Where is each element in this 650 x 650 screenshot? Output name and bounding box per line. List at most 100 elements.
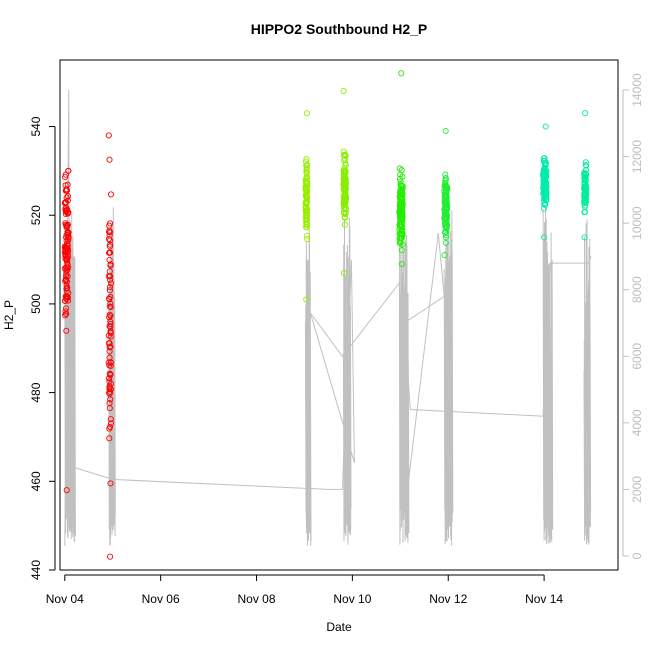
data-point: [541, 157, 548, 164]
data-point: [396, 165, 403, 172]
y-tick-label: 520: [29, 205, 43, 225]
y2-tick-label: 10000: [630, 206, 644, 240]
data-point: [63, 267, 70, 274]
data-point: [106, 243, 113, 250]
data-point: [107, 362, 114, 370]
data-point: [541, 189, 548, 196]
data-point: [303, 155, 310, 163]
data-point: [64, 222, 71, 229]
data-point: [63, 282, 70, 289]
data-point: [105, 132, 112, 139]
data-point: [303, 194, 311, 201]
data-point: [303, 213, 310, 220]
altitude-profile: [64, 210, 76, 543]
y-axis-label: H2_P: [2, 300, 16, 330]
data-point: [106, 295, 113, 302]
data-point: [64, 259, 71, 266]
y2-tick-label: 4000: [630, 409, 644, 436]
data-point: [106, 311, 113, 318]
data-point: [106, 228, 113, 235]
data-point: [396, 189, 403, 196]
data-point: [443, 223, 450, 230]
y2-tick-label: 0: [630, 552, 644, 559]
data-point: [107, 276, 114, 284]
data-point: [340, 269, 347, 276]
data-point: [107, 293, 114, 300]
data-point: [342, 190, 349, 197]
data-point: [61, 199, 69, 206]
altitude-profile: [342, 217, 352, 545]
y-tick-label: 500: [29, 294, 43, 314]
data-point: [541, 169, 548, 176]
data-point: [63, 186, 70, 193]
data-point: [303, 166, 310, 173]
data-point: [581, 209, 588, 216]
data-point: [65, 167, 72, 174]
data-point: [442, 171, 449, 178]
data-point: [107, 191, 115, 198]
data-point: [398, 195, 405, 202]
data-point: [342, 210, 349, 217]
data-point: [302, 176, 309, 183]
y-tick-label: 440: [29, 560, 43, 580]
chart-title: HIPPO2 Southbound H2_P: [251, 21, 428, 37]
y2-tick-label: 14000: [630, 73, 644, 107]
data-point: [302, 200, 309, 207]
data-point: [64, 266, 71, 273]
data-point: [106, 435, 113, 442]
x-axis-label: Date: [326, 620, 352, 634]
data-point: [106, 348, 113, 355]
data-point: [107, 280, 114, 287]
data-point: [63, 310, 70, 317]
data-point: [341, 151, 348, 158]
data-point: [64, 273, 71, 280]
data-point: [341, 221, 348, 228]
data-point: [62, 308, 69, 315]
data-point: [583, 162, 590, 169]
data-point: [105, 235, 113, 243]
data-point: [304, 235, 311, 243]
data-point: [107, 320, 114, 328]
data-point: [342, 205, 349, 212]
y2-tick-label: 2000: [630, 476, 644, 503]
data-point: [581, 234, 588, 241]
data-point: [398, 216, 405, 223]
x-tick-label: Nov 08: [238, 592, 276, 606]
data-point: [64, 294, 71, 301]
data-point: [340, 182, 348, 189]
data-point: [62, 312, 69, 319]
data-point: [107, 261, 114, 268]
data-point: [303, 296, 310, 303]
data-point: [304, 232, 311, 239]
data-point: [106, 314, 113, 321]
data-point: [396, 175, 403, 182]
data-point: [542, 166, 549, 173]
data-point: [107, 420, 115, 427]
data-point: [398, 70, 405, 77]
altitude-profile: [542, 207, 554, 544]
data-point: [106, 425, 113, 432]
data-point: [396, 230, 403, 237]
data-point: [304, 183, 311, 190]
data-point: [442, 199, 449, 206]
y-tick-label: 460: [29, 471, 43, 491]
data-point: [442, 229, 449, 236]
data-point: [340, 87, 347, 95]
data-point: [398, 260, 405, 268]
x-tick-label: Nov 12: [429, 592, 467, 606]
data-point: [342, 194, 349, 201]
data-point: [399, 201, 406, 208]
data-point: [63, 327, 70, 334]
data-point: [107, 553, 114, 560]
y-axis-left: 440 460 480 500 520 540: [29, 116, 56, 580]
data-point: [303, 210, 311, 217]
data-point: [341, 186, 348, 193]
data-point: [62, 221, 69, 228]
data-point: [540, 182, 547, 189]
data-point: [542, 123, 549, 130]
data-point: [107, 480, 114, 487]
data-point: [64, 228, 71, 235]
data-point: [398, 247, 405, 254]
data-point: [341, 182, 348, 190]
